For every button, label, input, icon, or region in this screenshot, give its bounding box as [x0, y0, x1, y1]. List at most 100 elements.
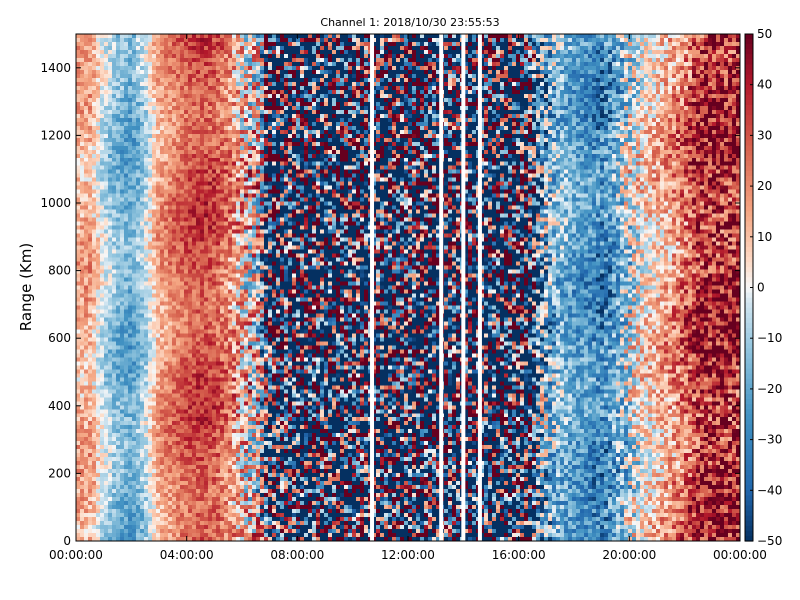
colorbar-tick-label: −40 [757, 483, 782, 497]
colorbar-segment [745, 302, 753, 309]
colorbar-segment [745, 267, 753, 273]
colorbar-segment [745, 241, 753, 248]
colorbar-segment [745, 226, 753, 233]
colorbar-segment [745, 170, 753, 177]
colorbar-segment [745, 54, 753, 60]
colorbar-segment [745, 393, 753, 400]
colorbar-segment [745, 221, 753, 228]
colorbar-segment [745, 120, 753, 126]
colorbar-segment [745, 201, 753, 207]
x-tick-label: 04:00:00 [160, 548, 214, 562]
colorbar-segment [745, 333, 753, 339]
colorbar-segment [745, 348, 753, 355]
colorbar-segment [745, 140, 753, 147]
colorbar-tick-label: −50 [757, 534, 782, 548]
colorbar-segment [745, 409, 753, 415]
colorbar-segment [745, 69, 753, 76]
blank-data-column [461, 34, 466, 541]
colorbar-tick-label: 10 [757, 230, 772, 244]
colorbar-segment [745, 44, 753, 50]
colorbar-tick-label: −20 [757, 382, 782, 396]
x-tick-label: 00:00:00 [713, 548, 767, 562]
colorbar-tick-label: 40 [757, 78, 772, 92]
colorbar-segment [745, 429, 753, 436]
colorbar-segment [745, 515, 753, 522]
y-axis-label: Range (Km) [17, 243, 35, 331]
chart-title: Channel 1: 2018/10/30 23:55:53 [320, 16, 499, 29]
x-tick-label: 16:00:00 [492, 548, 546, 562]
y-tick-label: 1200 [40, 128, 71, 142]
y-tick-label: 1400 [40, 61, 71, 75]
colorbar-segment [745, 145, 753, 152]
colorbar-segment [745, 277, 753, 284]
colorbar: 50 40 30 20 10 0 −10 −20 −30 −40 −50 [744, 27, 782, 548]
colorbar-segment [745, 475, 753, 481]
colorbar-tick-label: 50 [757, 27, 772, 41]
y-tick-label: 1000 [40, 196, 71, 210]
colorbar-segment [745, 262, 753, 268]
colorbar-segment [745, 155, 753, 162]
colorbar-segment [745, 49, 753, 55]
colorbar-segment [745, 373, 753, 380]
heatmap-image [76, 34, 740, 541]
colorbar-segment [745, 328, 753, 334]
colorbar-segment [745, 495, 753, 502]
colorbar-segment [745, 34, 753, 40]
colorbar-segment [745, 414, 753, 420]
colorbar-segment [745, 338, 753, 344]
colorbar-segment [745, 500, 753, 507]
colorbar-segment [745, 378, 753, 385]
colorbar-segment [745, 470, 753, 476]
colorbar-segment [745, 439, 753, 446]
colorbar-segment [745, 282, 753, 289]
colorbar-segment [745, 444, 753, 451]
colorbar-segment [745, 206, 753, 213]
colorbar-segment [745, 135, 753, 142]
colorbar-tick-label: 20 [757, 179, 772, 193]
colorbar-segment [745, 404, 753, 410]
colorbar-segment [745, 434, 753, 441]
y-tick-label: 600 [48, 331, 71, 345]
colorbar-segment [745, 59, 753, 66]
x-tick-label: 20:00:00 [602, 548, 656, 562]
colorbar-segment [745, 272, 753, 278]
x-tick-label: 00:00:00 [49, 548, 103, 562]
colorbar-segment [745, 130, 753, 136]
colorbar-segment [745, 39, 753, 45]
colorbar-tick-label: −10 [757, 331, 782, 345]
colorbar-segment [745, 104, 753, 111]
colorbar-segment [745, 181, 753, 187]
colorbar-segment [745, 464, 753, 471]
colorbar-segment [745, 510, 753, 517]
colorbar-segment [745, 236, 753, 243]
colorbar-segment [745, 165, 753, 172]
colorbar-segment [745, 191, 753, 197]
colorbar-segment [745, 89, 753, 96]
colorbar-segment [745, 353, 753, 360]
colorbar-segment [745, 399, 753, 405]
colorbar-segment [745, 530, 753, 537]
colorbar-segment [745, 125, 753, 131]
colorbar-segment [745, 322, 753, 329]
colorbar-tick-label: −30 [757, 433, 782, 447]
colorbar-segment [745, 231, 753, 238]
colorbar-tick-label: 0 [757, 281, 765, 295]
x-tick-label: 08:00:00 [270, 548, 324, 562]
colorbar-segment [745, 307, 753, 314]
colorbar-segment [745, 368, 753, 375]
colorbar-segment [745, 94, 753, 101]
x-tick-label: 12:00:00 [381, 548, 435, 562]
colorbar-segment [745, 216, 753, 223]
colorbar-segment [745, 110, 753, 116]
colorbar-segment [745, 292, 753, 299]
colorbar-segment [745, 186, 753, 192]
colorbar-segment [745, 317, 753, 324]
colorbar-segment [745, 505, 753, 512]
colorbar-segment [745, 485, 753, 491]
colorbar-segment [745, 449, 753, 456]
y-tick-label: 400 [48, 399, 71, 413]
colorbar-segment [745, 525, 753, 532]
colorbar-segment [745, 454, 753, 461]
colorbar-segment [745, 99, 753, 106]
